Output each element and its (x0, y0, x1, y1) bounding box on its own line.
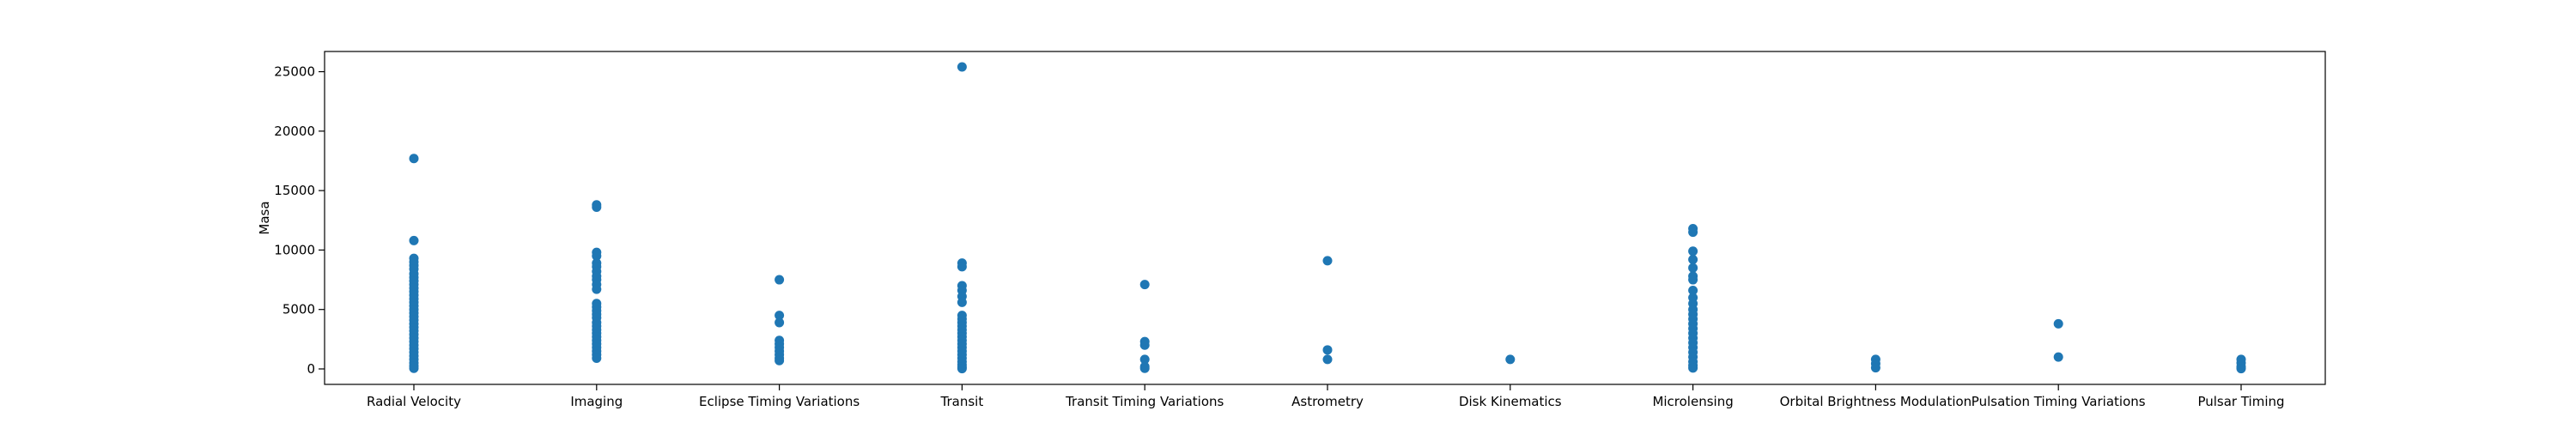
data-point (1688, 255, 1698, 264)
data-point (1688, 275, 1698, 285)
data-point (775, 275, 785, 285)
data-point (409, 154, 419, 164)
y-tick-label: 10000 (274, 242, 315, 257)
data-point (1322, 354, 1333, 365)
data-point (592, 284, 602, 294)
data-point (1870, 363, 1880, 373)
data-point (775, 317, 785, 328)
x-tick-label: Transit Timing Variations (1065, 394, 1224, 409)
data-points (409, 62, 2246, 374)
data-point (2236, 364, 2246, 374)
x-axis: Radial Velocity Imaging Eclipse Timing Var… (367, 384, 2285, 409)
y-axis: 0 5000 10000 15000 20000 25000 (274, 64, 325, 377)
plot-area (324, 51, 2326, 385)
x-tick-label: Orbital Brightness Modulation (1780, 394, 1972, 409)
data-point (2053, 318, 2063, 329)
x-tick-label: Pulsation Timing Variations (1971, 394, 2146, 409)
data-point (1505, 354, 1516, 365)
x-tick-label: Pulsar Timing (2197, 394, 2284, 409)
y-tick-label: 25000 (274, 64, 315, 80)
data-point (957, 297, 967, 307)
data-point (957, 262, 967, 272)
x-tick-label: Transit (940, 394, 984, 409)
data-point (409, 363, 419, 373)
x-tick-label: Imaging (570, 394, 623, 409)
data-point (1688, 363, 1698, 373)
data-point (409, 235, 419, 245)
data-point (592, 251, 602, 261)
y-axis-label: Masa (257, 201, 272, 234)
y-tick-label: 15000 (274, 183, 315, 198)
data-point (1688, 227, 1698, 238)
data-point (1688, 263, 1698, 273)
axes-frame (324, 51, 2326, 385)
x-tick-label: Radial Velocity (367, 394, 461, 409)
x-tick-label: Microlensing (1652, 394, 1733, 409)
x-tick-label: Astrometry (1291, 394, 1364, 409)
data-point (957, 364, 967, 374)
data-point (775, 355, 785, 366)
data-point (592, 202, 602, 213)
data-point (1688, 286, 1698, 296)
data-point (775, 311, 785, 321)
data-point (592, 353, 602, 364)
data-point (1322, 345, 1333, 355)
data-point (2053, 352, 2063, 362)
data-point (1322, 256, 1333, 266)
y-tick-label: 20000 (274, 124, 315, 139)
data-point (1139, 363, 1150, 373)
data-point (1139, 340, 1150, 350)
y-tick-label: 5000 (283, 302, 315, 317)
data-point (1139, 354, 1150, 365)
x-tick-label: Disk Kinematics (1459, 394, 1562, 409)
data-point (957, 62, 967, 72)
data-point (1139, 280, 1150, 290)
x-tick-label: Eclipse Timing Variations (699, 394, 860, 409)
y-tick-label: 0 (307, 361, 315, 377)
data-point (1688, 246, 1698, 257)
